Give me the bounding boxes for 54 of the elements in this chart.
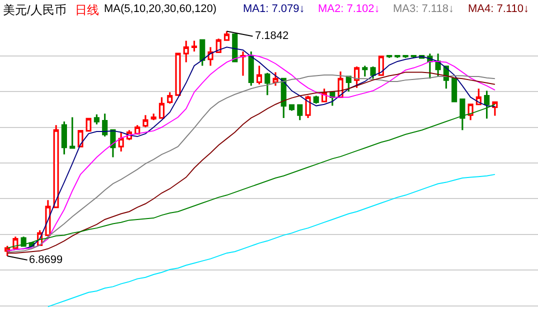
candlestick — [216, 38, 222, 54]
candlestick — [305, 94, 311, 119]
candlestick — [110, 129, 116, 158]
candlestick — [362, 64, 368, 78]
candlestick — [468, 104, 474, 121]
candlestick — [53, 124, 59, 208]
candlestick — [61, 120, 67, 156]
candlestick — [150, 112, 156, 121]
candlestick — [272, 71, 278, 87]
candlestick — [142, 114, 148, 128]
candlestick — [70, 116, 76, 149]
candlestick — [280, 77, 286, 119]
candlestick — [394, 54, 400, 59]
text: MA1: 7.079↓ — [243, 3, 305, 15]
candlestick — [86, 117, 92, 132]
candlestick — [435, 52, 441, 78]
text: MA4: 7.110↓ — [468, 3, 529, 15]
candlestick — [224, 30, 230, 42]
text: MA(5,10,20,30,60,120) — [104, 3, 217, 15]
candlestick — [288, 104, 295, 112]
candlestick — [232, 34, 238, 63]
annotation: 7.1842 — [255, 30, 289, 42]
candlestick — [94, 114, 100, 126]
candlestick — [297, 104, 303, 121]
candlestick — [452, 78, 458, 104]
candlestick — [191, 40, 198, 52]
candlestick — [248, 50, 254, 87]
text: MA2: 7.102↓ — [318, 3, 380, 15]
candlestick — [264, 72, 270, 96]
candlestick — [200, 39, 206, 67]
candlestick — [158, 96, 165, 119]
candlestick — [167, 91, 173, 104]
candlestick — [492, 100, 498, 117]
candlestick — [118, 131, 124, 152]
candlestick — [45, 199, 51, 236]
candlestick — [386, 54, 392, 59]
candlestick — [313, 94, 319, 104]
annotation: 6.8699 — [29, 254, 63, 266]
chart-subtitle: 日线 — [75, 3, 99, 17]
candlestick — [370, 66, 376, 80]
candlestick — [256, 64, 262, 86]
candlestick — [354, 66, 360, 89]
candlestick — [476, 88, 482, 106]
text: MA3: 7.118↓ — [393, 3, 454, 15]
candlestick — [175, 52, 181, 97]
candlestick — [346, 76, 352, 92]
candlestick — [183, 40, 189, 63]
chart-title: 美元/人民币 — [3, 3, 66, 17]
candlestick — [78, 129, 84, 148]
candlestick — [102, 112, 108, 138]
candlestick — [402, 54, 408, 59]
candlestick — [378, 56, 384, 77]
candlestick — [208, 46, 214, 67]
candlestick — [240, 50, 246, 77]
